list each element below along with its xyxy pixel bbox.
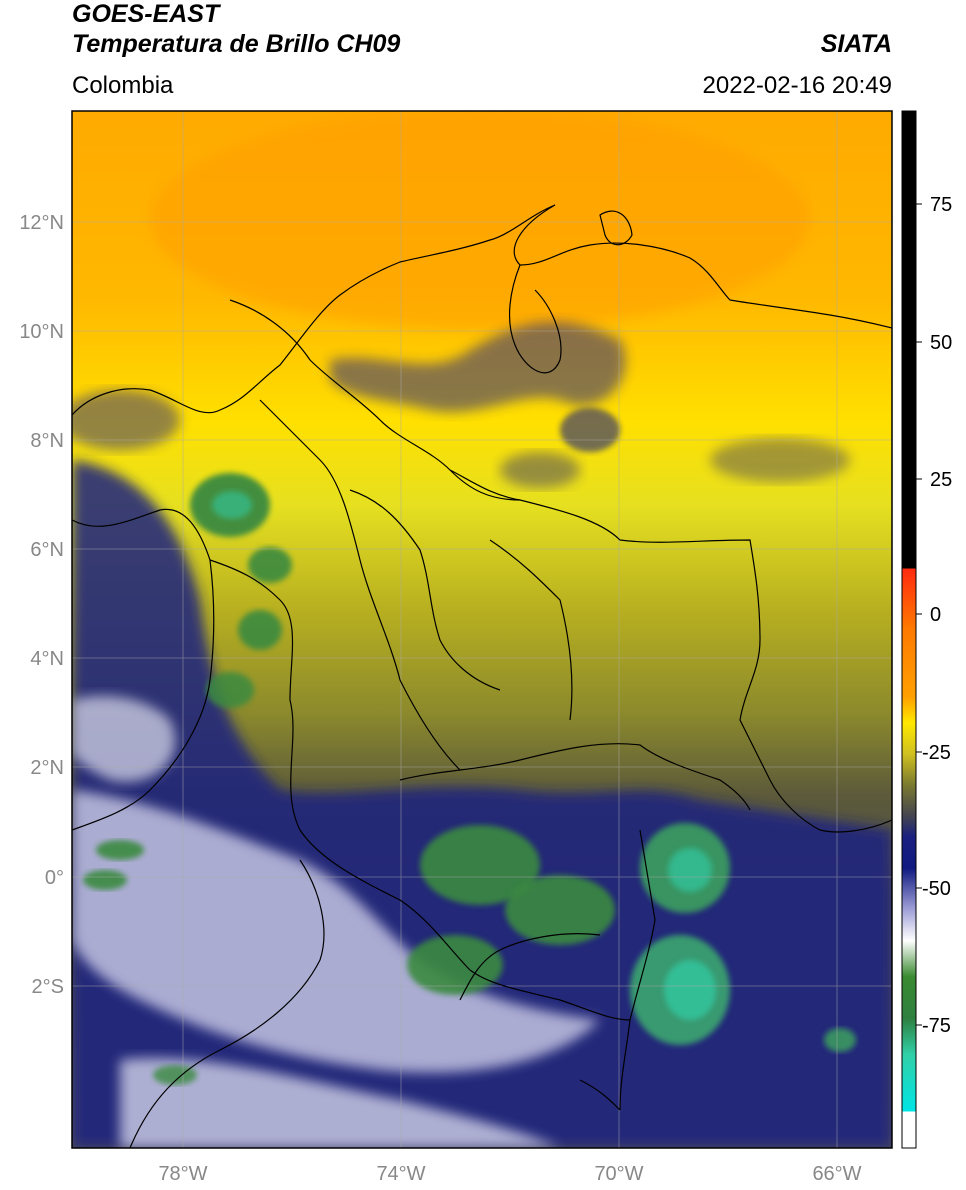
colorbar-tick-50: 50 [930,332,952,354]
lon-label-78w: 78°W [158,1163,207,1185]
lat-label-2n: 2°N [30,757,64,779]
lon-label-70w: 70°W [594,1163,643,1185]
colorbar-tick-25: 25 [930,469,952,491]
lon-label-66w: 66°W [812,1163,861,1185]
lat-label-10n: 10°N [19,321,64,343]
lat-label-12n: 12°N [19,212,64,234]
longitude-labels: 78°W 74°W 70°W 66°W [158,1163,861,1185]
brightness-temperature-imagery [72,111,892,1148]
brand-label: SIATA [820,30,892,58]
lon-label-74w: 74°W [376,1163,425,1185]
datetime-label: 2022-02-16 20:49 [702,72,893,99]
satellite-title: GOES-EAST [72,0,220,28]
graticule [72,111,892,1148]
lat-label-0: 0° [45,867,64,889]
lat-label-8n: 8°N [30,430,64,452]
lat-label-2s: 2°S [32,976,64,998]
colorbar-tick-75: 75 [930,194,952,216]
colorbar-tick-minus75: -75 [922,1015,951,1037]
product-title: Temperatura de Brillo CH09 [72,30,401,58]
lat-label-4n: 4°N [30,648,64,670]
colorbar-tick-minus25: -25 [922,742,951,764]
map-frame [71,110,893,1149]
coastlines-and-borders [72,204,892,1148]
lat-label-6n: 6°N [30,539,64,561]
latitude-labels: 12°N 10°N 8°N 6°N 4°N 2°N 0° 2°S [19,212,64,998]
colorbar-tick-0: 0 [930,604,941,626]
colorbar-tick-minus50: -50 [922,878,951,900]
colorbar: 75 50 25 0 -25 -50 -75 [901,110,952,1149]
colorbar-gradient [901,110,917,1149]
region-label: Colombia [72,72,174,99]
